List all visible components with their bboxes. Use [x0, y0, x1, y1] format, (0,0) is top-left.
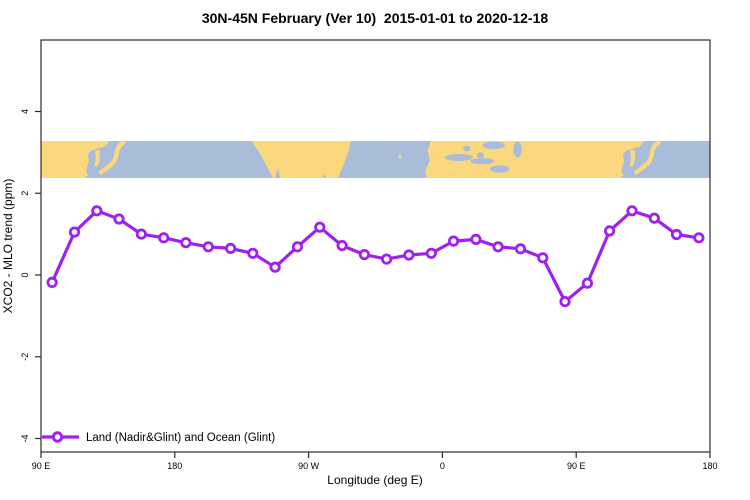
- data-point-marker: [537, 252, 549, 264]
- data-point-marker: [425, 247, 437, 259]
- axis-ticks: 90 E 180 90 W 0 90 E 180 -4 -2 0 2 4: [20, 109, 718, 471]
- data-point-marker: [46, 276, 58, 288]
- map-sea-adriatic: [463, 145, 471, 152]
- legend: Land (Nadir&Glint) and Ocean (Glint): [42, 431, 275, 444]
- y-tick-label: -4: [20, 434, 30, 442]
- data-point-marker: [380, 253, 393, 265]
- series-line: [50, 209, 700, 304]
- data-point-marker: [470, 233, 482, 245]
- world-map-strip: [41, 141, 710, 178]
- map-land-japan: [98, 141, 126, 175]
- data-point-marker: [336, 240, 348, 252]
- map-sea-west-mediterranean: [444, 154, 473, 161]
- plot-box: [40, 39, 711, 453]
- map-sea-black-sea: [482, 141, 505, 150]
- data-point-marker: [581, 277, 594, 289]
- map-land-korea-2: [629, 150, 636, 167]
- x-tick-label: 180: [167, 461, 182, 471]
- data-point-marker: [202, 241, 214, 253]
- y-tick-label: 0: [20, 272, 30, 277]
- map-land-asia: [41, 141, 110, 178]
- data-point-marker: [670, 228, 683, 241]
- data-point-marker: [603, 225, 616, 237]
- y-axis-label: XCO2 - MLO trend (ppm): [1, 179, 15, 314]
- map-sea-caspian: [513, 141, 522, 158]
- x-tick-label: 90 E: [32, 461, 51, 471]
- data-point-marker: [91, 205, 103, 217]
- data-point-marker: [358, 249, 370, 261]
- y-tick-label: 4: [20, 109, 30, 114]
- data-point-marker: [447, 235, 460, 247]
- data-point-marker: [693, 232, 705, 244]
- map-land-azores: [398, 155, 402, 159]
- y-tick-label: -2: [20, 353, 30, 361]
- x-axis-label: Longitude (deg E): [327, 473, 422, 487]
- legend-label: Land (Nadir&Glint) and Ocean (Glint): [86, 432, 275, 444]
- data-point-marker: [225, 242, 237, 254]
- map-sea-aegean: [477, 152, 484, 159]
- map-sea-central-mediterranean: [470, 158, 495, 165]
- x-tick-label: 90 E: [567, 461, 586, 471]
- data-series: [46, 205, 705, 308]
- data-point-marker: [291, 241, 303, 253]
- map-sea-gulf-california: [274, 168, 281, 178]
- x-tick-label: 90 W: [298, 461, 320, 471]
- data-point-marker: [269, 261, 281, 273]
- data-point-marker: [68, 226, 81, 238]
- data-point-marker: [135, 228, 147, 240]
- x-tick-label: 0: [440, 461, 445, 471]
- data-point-marker: [314, 221, 326, 233]
- data-point-marker: [648, 212, 660, 224]
- data-point-marker: [626, 205, 638, 217]
- legend-marker-icon: [51, 431, 64, 443]
- data-point-marker: [158, 232, 170, 244]
- map-land-eurasia-africa: [425, 141, 645, 178]
- data-point-marker: [403, 249, 415, 261]
- map-land-north-america: [251, 141, 351, 178]
- map-land-korea: [94, 150, 100, 167]
- data-point-marker: [514, 243, 527, 255]
- data-point-marker: [247, 247, 259, 259]
- data-point-marker: [113, 213, 125, 225]
- chart-title: 30N-45N February (Ver 10) 2015-01-01 to …: [202, 10, 549, 26]
- data-point-marker: [180, 237, 192, 249]
- y-tick-label: 2: [20, 191, 30, 196]
- map-land-japan-2: [634, 141, 661, 175]
- x-tick-label: 180: [702, 461, 717, 471]
- map-sea-east-mediterranean: [489, 165, 510, 173]
- data-point-marker: [492, 241, 504, 253]
- data-point-marker: [559, 295, 571, 308]
